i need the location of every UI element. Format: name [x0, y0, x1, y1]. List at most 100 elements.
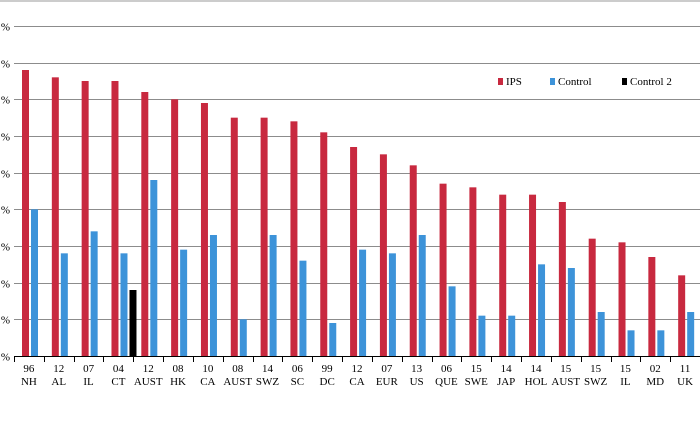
x-tick-label-site: HOL — [525, 376, 548, 388]
bar-control — [359, 249, 367, 356]
legend-swatch — [550, 78, 555, 85]
bar-control — [478, 315, 486, 356]
bar-control — [627, 330, 635, 356]
x-tick-label-year: 04 — [113, 363, 125, 375]
x-tick-label-site: AUST — [551, 376, 580, 388]
bar-control-2 — [129, 290, 137, 356]
x-tick-label-site: AUST — [134, 376, 163, 388]
y-tick-label: % — [1, 315, 10, 327]
x-tick-label-site: AL — [51, 376, 66, 388]
x-tick-label-year: 15 — [560, 363, 572, 375]
legend-label: IPS — [506, 76, 522, 88]
bar-ips — [230, 117, 238, 357]
x-tick-label-site: US — [410, 376, 424, 388]
bar-control — [180, 249, 188, 356]
bar-ips — [200, 103, 208, 356]
bar-control — [567, 268, 575, 356]
bar-ips — [618, 242, 626, 356]
bar-control — [508, 315, 516, 356]
bar-ips — [81, 81, 89, 356]
bar-ips — [648, 257, 656, 356]
x-tick-label-site: IL — [83, 376, 94, 388]
x-tick-label-site: CA — [200, 376, 215, 388]
x-tick-label-year: 06 — [441, 363, 453, 375]
bar-control — [90, 231, 98, 356]
bar-ips — [678, 275, 686, 356]
x-tick-label-year: 12 — [352, 363, 363, 375]
x-tick-label-year: 08 — [232, 363, 244, 375]
bar-ips — [558, 202, 566, 356]
x-tick-label-year: 14 — [501, 363, 513, 375]
bar-control — [239, 319, 247, 356]
legend-label: Control — [558, 76, 592, 88]
bar-control — [150, 180, 158, 356]
x-tick-label-site: NH — [21, 376, 37, 388]
bar-control — [299, 260, 307, 356]
y-tick-label: % — [1, 95, 10, 107]
bar-control — [418, 235, 426, 356]
x-tick-label-site: SC — [291, 376, 304, 388]
bar-control — [60, 253, 68, 356]
legend-swatch — [498, 78, 503, 85]
y-tick-label: % — [1, 279, 10, 291]
x-tick-label-year: 07 — [83, 363, 95, 375]
x-tick-label-site: MD — [646, 376, 664, 388]
bar-ips — [350, 147, 358, 356]
bar-control — [329, 323, 337, 356]
bar-ips — [588, 238, 596, 356]
x-tick-label-site: UK — [677, 376, 693, 388]
x-tick-label-site: IL — [620, 376, 631, 388]
bar-ips — [469, 187, 477, 356]
x-tick-label-year: 15 — [590, 363, 602, 375]
y-tick-label: % — [1, 59, 10, 71]
x-tick-label-site: SWZ — [256, 376, 280, 388]
x-tick-label-site: EUR — [376, 376, 399, 388]
bar-control — [269, 235, 277, 356]
bar-ips — [529, 194, 537, 356]
x-tick-label-year: 15 — [620, 363, 632, 375]
x-tick-label-year: 96 — [23, 363, 35, 375]
legend: IPS Control Control 2 — [498, 76, 672, 88]
bar-control — [209, 235, 217, 356]
bar-control — [597, 312, 605, 356]
x-tick-label-site: JAP — [497, 376, 515, 388]
bar-ips — [111, 81, 119, 356]
bar-ips — [379, 154, 387, 356]
bar-ips — [260, 117, 268, 357]
x-tick-label-year: 12 — [143, 363, 154, 375]
x-tick-label-year: 07 — [381, 363, 393, 375]
x-tick-label-year: 11 — [680, 363, 691, 375]
x-tick-label-site: CA — [349, 376, 364, 388]
bar-ips — [409, 165, 417, 356]
bar-control — [448, 286, 456, 356]
bar-ips — [499, 194, 507, 356]
y-tick-label: % — [1, 132, 10, 144]
x-tick-label-site: SWE — [465, 376, 489, 388]
x-tick-label-year: 10 — [202, 363, 214, 375]
bar-ips — [439, 183, 447, 356]
bar-control — [388, 253, 396, 356]
bar-control — [657, 330, 665, 356]
legend-swatch — [622, 78, 627, 85]
bar-ips — [141, 92, 149, 356]
x-tick-label-site: AUST — [223, 376, 252, 388]
bar-control — [120, 253, 128, 356]
y-tick-label: % — [1, 352, 10, 364]
bar-ips — [51, 77, 59, 356]
bars — [22, 70, 695, 357]
legend-label: Control 2 — [630, 76, 672, 88]
x-axis: 96NH12AL07IL04CT12AUST08HK10CA08AUST14SW… — [14, 356, 693, 388]
x-tick-label-year: 15 — [471, 363, 483, 375]
bar-ips — [290, 121, 298, 356]
x-tick-label-year: 13 — [411, 363, 423, 375]
x-tick-label-site: HK — [170, 376, 186, 388]
x-tick-label-site: DC — [320, 376, 335, 388]
x-tick-label-site: QUE — [435, 376, 458, 388]
bar-control — [538, 264, 546, 356]
x-tick-label-year: 08 — [173, 363, 185, 375]
x-tick-label-year: 14 — [262, 363, 274, 375]
x-tick-label-site: CT — [111, 376, 125, 388]
bar-ips — [320, 132, 328, 356]
x-tick-label-year: 14 — [530, 363, 542, 375]
